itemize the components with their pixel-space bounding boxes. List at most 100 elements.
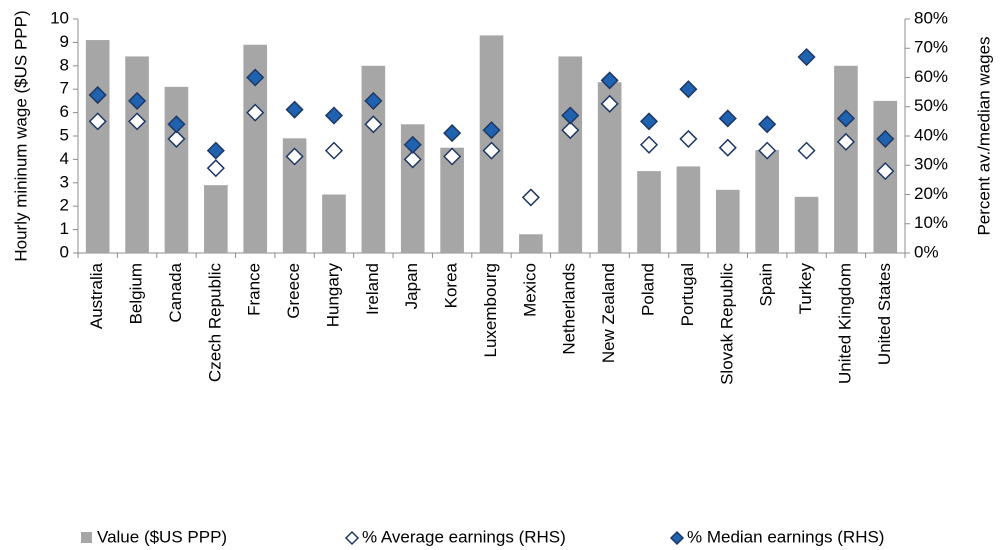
- x-tick-label: Korea: [442, 262, 461, 308]
- marker: [206, 141, 225, 160]
- x-tick-label: Poland: [639, 263, 658, 316]
- legend-label: Value ($US PPP): [97, 527, 227, 546]
- x-tick-label: Spain: [757, 263, 776, 306]
- x-tick-label: Canada: [166, 262, 185, 322]
- y-tick-label: 3: [60, 172, 69, 191]
- y2-axis-label: Percent av./median wages: [974, 36, 993, 235]
- y2-tick-label: 50%: [914, 96, 948, 115]
- x-tick-label: France: [245, 263, 264, 316]
- marker: [403, 135, 422, 154]
- marker: [600, 94, 619, 113]
- bar: [85, 40, 110, 254]
- marker: [128, 91, 147, 110]
- marker: [679, 80, 698, 99]
- y-tick-label: 4: [60, 149, 69, 168]
- marker: [364, 91, 383, 110]
- marker: [482, 121, 501, 140]
- marker: [285, 147, 304, 166]
- marker: [718, 109, 737, 128]
- marker: [128, 112, 147, 131]
- marker: [324, 141, 344, 160]
- marker: [639, 135, 659, 154]
- bar: [164, 86, 189, 253]
- marker: [718, 138, 737, 157]
- legend-swatch: [81, 532, 92, 543]
- x-tick-label: Turkey: [796, 263, 815, 315]
- x-tick-label: Greece: [284, 263, 303, 319]
- y2-tick-label: 80%: [914, 8, 948, 27]
- marker: [679, 129, 698, 148]
- marker: [246, 68, 265, 87]
- bar: [125, 56, 149, 253]
- x-tick-label: Luxembourg: [481, 263, 500, 358]
- y2-tick-label: 70%: [914, 38, 948, 57]
- marker: [246, 103, 265, 122]
- x-tick-label: Mexico: [520, 263, 539, 317]
- marker: [403, 150, 422, 169]
- marker: [324, 106, 344, 125]
- x-tick-label: Hungary: [323, 263, 342, 328]
- legend-swatch: [344, 530, 360, 546]
- bar: [282, 138, 307, 253]
- bar: [322, 194, 346, 253]
- x-tick-label: Ireland: [363, 263, 382, 315]
- marker: [797, 47, 816, 67]
- marker: [521, 188, 540, 207]
- y-tick-label: 10: [50, 8, 69, 27]
- y-tick-label: 0: [60, 242, 69, 261]
- marker: [876, 162, 895, 181]
- marker: [639, 112, 659, 131]
- x-tick-label: Belgium: [127, 263, 146, 324]
- y2-tick-label: 10%: [914, 213, 948, 232]
- y-tick-label: 1: [60, 219, 69, 238]
- x-tick-label: Czech Republic: [205, 263, 224, 383]
- x-tick-label: Japan: [402, 263, 421, 309]
- x-tick-label: Slovak Republic: [717, 263, 736, 385]
- marker: [600, 71, 619, 90]
- x-tick-label: United Kingdom: [835, 263, 854, 384]
- y2-tick-label: 30%: [914, 155, 948, 174]
- marker: [167, 129, 186, 148]
- marker: [443, 124, 462, 143]
- bar: [204, 185, 228, 253]
- y-tick-label: 2: [60, 196, 69, 215]
- marker: [561, 106, 580, 125]
- marker: [836, 109, 855, 128]
- marker: [206, 159, 225, 178]
- marker: [364, 115, 383, 134]
- marker: [758, 141, 777, 160]
- bar: [361, 65, 386, 253]
- marker: [561, 121, 580, 140]
- bar: [519, 234, 543, 253]
- y-tick-label: 9: [60, 32, 69, 51]
- marker: [167, 115, 186, 134]
- x-tick-label: Portugal: [678, 263, 697, 326]
- marker: [88, 112, 107, 131]
- bar: [794, 196, 819, 253]
- x-tick-label: Netherlands: [560, 263, 579, 355]
- legend-label: % Average earnings (RHS): [362, 527, 566, 546]
- marker: [443, 147, 462, 166]
- y2-tick-label: 40%: [914, 125, 948, 144]
- bar: [558, 56, 583, 253]
- bar: [440, 147, 464, 253]
- legend-swatch: [669, 530, 685, 546]
- y2-tick-label: 20%: [914, 184, 948, 203]
- y-tick-label: 5: [60, 125, 69, 144]
- bar: [834, 65, 858, 253]
- bar: [715, 189, 740, 253]
- marker: [482, 141, 501, 160]
- marker: [876, 129, 895, 148]
- marker: [797, 141, 816, 160]
- x-tick-label: United States: [875, 263, 894, 365]
- marker: [758, 115, 777, 134]
- y-tick-label: 7: [60, 79, 69, 98]
- y2-tick-label: 0%: [914, 242, 939, 261]
- marker: [285, 100, 304, 119]
- y-tick-label: 8: [60, 55, 69, 74]
- y-tick-label: 6: [60, 102, 69, 121]
- x-tick-label: Australia: [87, 262, 106, 329]
- bar: [637, 171, 661, 253]
- legend-label: % Median earnings (RHS): [687, 527, 884, 546]
